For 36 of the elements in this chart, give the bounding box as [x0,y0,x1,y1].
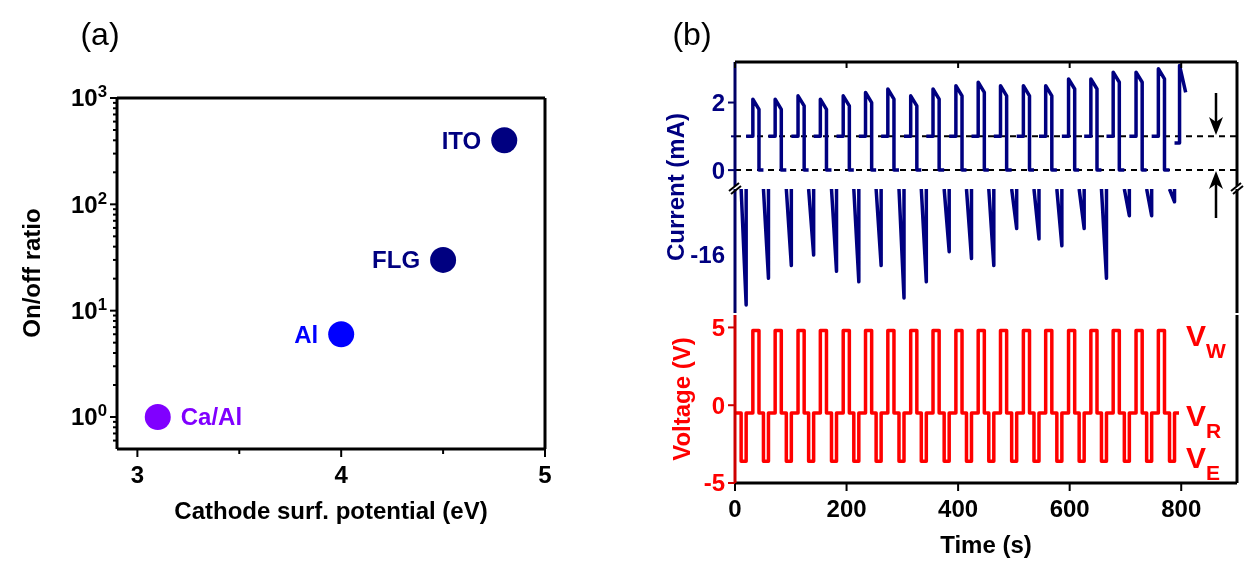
x-tick-label: 4 [334,461,349,488]
text: -16 [690,241,725,269]
x-axis-title: Cathode surf. potential (eV) [174,497,488,524]
point [491,127,518,154]
y-tick-label: 0 [711,156,725,184]
annotation: V$_{E}$ [1186,440,1221,483]
x-axis-title: Time (s) [940,531,1032,558]
y-tick-label: 10$^{3}$ [70,81,107,112]
x-tick-label: 0 [728,495,742,522]
chart-title: (b) [672,16,712,52]
x-tick-label: 400 [938,495,979,522]
series-label: ITO [441,126,482,154]
y-axis-title: Voltage (V) [668,337,695,461]
y-tick-label: -5 [703,469,725,497]
x-tick-label: 600 [1049,495,1090,522]
y-tick-label: 5 [711,313,725,341]
y-tick-label: 0 [711,391,725,419]
series-label: Ca/Al [180,403,243,431]
x-tick-label: 3 [130,461,145,488]
point [430,246,457,273]
annotation: V$_{W}$ [1186,318,1227,361]
x-tick-label: 800 [1161,495,1202,522]
y-axis-title: On/off ratio [18,208,45,338]
y-axis-title: Current (mA) [662,113,689,261]
chart-title: (a) [80,16,120,52]
y-tick-label: 10$^{2}$ [70,188,107,218]
y-tick-label: 10$^{1}$ [70,294,107,325]
point [328,321,355,348]
x-tick-label: 5 [538,461,552,488]
y-tick-label: 2 [711,88,725,116]
annotation: V$_{R}$ [1186,398,1222,441]
point [144,403,171,430]
x-tick-label: 200 [826,495,867,522]
y-tick-label: 10$^{0}$ [70,400,107,431]
series-label: Al [294,320,319,348]
series-label: FLG [372,246,421,274]
